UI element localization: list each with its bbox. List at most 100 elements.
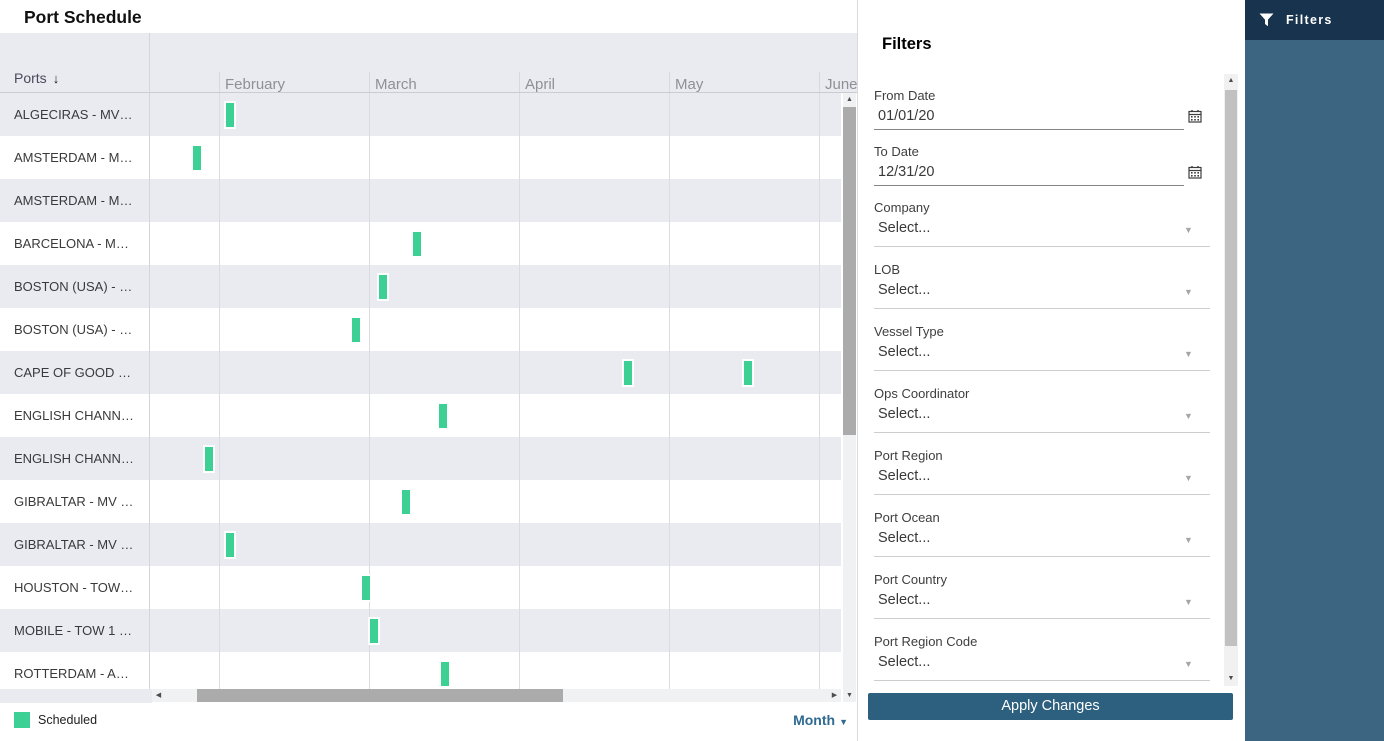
schedule-bar[interactable]: [203, 445, 215, 473]
field-underline: [874, 246, 1210, 247]
filter-label-port-region: Port Region: [874, 448, 943, 463]
sidebar-filters-tab[interactable]: Filters: [1245, 0, 1384, 40]
ports-column-header[interactable]: Ports ↓: [14, 70, 59, 86]
legend-label: Scheduled: [38, 713, 98, 727]
schedule-bar[interactable]: [742, 359, 754, 387]
port-row[interactable]: BARCELONA - M…: [0, 222, 841, 265]
port-row[interactable]: BOSTON (USA) - …: [0, 265, 841, 308]
port-row[interactable]: HOUSTON - TOW…: [0, 566, 841, 609]
scroll-up-icon[interactable]: ▲: [843, 93, 856, 106]
month-gridline: [519, 72, 520, 93]
filter-label-vessel-type: Vessel Type: [874, 324, 944, 339]
port-row[interactable]: ROTTERDAM - A…: [0, 652, 841, 689]
field-underline: [874, 556, 1210, 557]
filters-scrollbar-thumb[interactable]: [1225, 90, 1237, 646]
filter-field-lob[interactable]: Select...: [878, 282, 931, 298]
filter-field-port-region[interactable]: Select...: [878, 468, 931, 484]
port-row[interactable]: MOBILE - TOW 1 …: [0, 609, 841, 652]
month-header-february: February: [225, 76, 286, 93]
port-label: ENGLISH CHANN…: [14, 451, 134, 466]
chevron-down-icon: ▼: [1184, 535, 1193, 545]
scroll-down-icon[interactable]: ▼: [843, 689, 856, 702]
interval-label: Month: [793, 712, 836, 728]
schedule-bar[interactable]: [439, 660, 451, 688]
port-row[interactable]: GIBRALTAR - MV …: [0, 480, 841, 523]
month-header-may: May: [675, 76, 704, 93]
chevron-down-icon: ▼: [1184, 597, 1193, 607]
calendar-icon[interactable]: [1188, 109, 1202, 128]
filter-field-port-ocean[interactable]: Select...: [878, 530, 931, 546]
filter-label-company: Company: [874, 200, 930, 215]
field-underline: [874, 185, 1184, 186]
schedule-bar[interactable]: [377, 273, 389, 301]
chevron-down-icon: ▼: [839, 717, 848, 727]
filter-field-port-region-code[interactable]: Select...: [878, 654, 931, 670]
filter-label-ops-coordinator: Ops Coordinator: [874, 386, 970, 401]
partial-row: [0, 689, 152, 703]
header-divider: [0, 92, 858, 93]
filter-field-vessel-type[interactable]: Select...: [878, 344, 931, 360]
legend-swatch-scheduled: [14, 712, 30, 728]
schedule-grid: ALGECIRAS - MV… AMSTERDAM - M… AMSTERDAM -…: [0, 93, 841, 689]
port-row[interactable]: ENGLISH CHANN…: [0, 394, 841, 437]
port-row[interactable]: AMSTERDAM - M…: [0, 136, 841, 179]
sidebar-tab-label: Filters: [1286, 13, 1333, 27]
chevron-down-icon: ▼: [1184, 287, 1193, 297]
filter-field-to-date[interactable]: 12/31/20: [878, 164, 935, 180]
schedule-bar[interactable]: [400, 488, 412, 516]
scroll-left-icon[interactable]: ◀: [152, 689, 165, 702]
month-gridline: [219, 72, 220, 93]
port-row[interactable]: AMSTERDAM - M…: [0, 179, 841, 222]
apply-changes-button[interactable]: Apply Changes: [868, 693, 1233, 720]
chevron-down-icon: ▼: [1184, 659, 1193, 669]
scroll-right-icon[interactable]: ▶: [828, 689, 841, 702]
month-header-march: March: [375, 76, 417, 93]
filter-field-company[interactable]: Select...: [878, 220, 931, 236]
filter-field-ops-coordinator[interactable]: Select...: [878, 406, 931, 422]
filter-label-port-ocean: Port Ocean: [874, 510, 940, 525]
schedule-bar[interactable]: [224, 531, 236, 559]
field-underline: [874, 618, 1210, 619]
port-row[interactable]: BOSTON (USA) - …: [0, 308, 841, 351]
vertical-scrollbar-thumb[interactable]: [843, 107, 856, 435]
port-row[interactable]: ENGLISH CHANN…: [0, 437, 841, 480]
schedule-bar[interactable]: [360, 574, 372, 602]
funnel-icon: [1259, 13, 1274, 27]
field-underline: [874, 494, 1210, 495]
port-label: MOBILE - TOW 1 …: [14, 623, 132, 638]
calendar-icon[interactable]: [1188, 165, 1202, 184]
horizontal-scrollbar-thumb[interactable]: [197, 689, 563, 702]
filter-field-port-country[interactable]: Select...: [878, 592, 931, 608]
schedule-bar[interactable]: [224, 101, 236, 129]
filter-label-from-date: From Date: [874, 88, 936, 103]
chart-vertical-scrollbar[interactable]: ▲ ▼: [843, 93, 856, 702]
chevron-down-icon: ▼: [1184, 473, 1193, 483]
schedule-bar[interactable]: [437, 402, 449, 430]
interval-dropdown[interactable]: Month ▼: [770, 712, 848, 728]
port-label: AMSTERDAM - M…: [14, 150, 133, 165]
schedule-bar[interactable]: [191, 144, 203, 172]
port-row[interactable]: CAPE OF GOOD …: [0, 351, 841, 394]
filter-label-to-date: To Date: [874, 144, 919, 159]
filter-field-from-date[interactable]: 01/01/20: [878, 108, 935, 124]
schedule-bar[interactable]: [411, 230, 423, 258]
page-title: Port Schedule: [24, 7, 142, 27]
scroll-down-icon[interactable]: ▼: [1224, 672, 1238, 685]
schedule-bar[interactable]: [368, 617, 380, 645]
port-label: HOUSTON - TOW…: [14, 580, 134, 595]
month-header-june: June: [825, 76, 858, 93]
filters-panel: Filters From Date 01/01/20 To Date 12/31/20…: [858, 0, 1244, 741]
ports-column-divider: [149, 33, 150, 703]
schedule-bar[interactable]: [350, 316, 362, 344]
scroll-up-icon[interactable]: ▲: [1224, 74, 1238, 87]
schedule-bar[interactable]: [622, 359, 634, 387]
chart-horizontal-scrollbar[interactable]: ◀ ▶: [152, 689, 841, 702]
sort-descending-icon[interactable]: ↓: [52, 71, 60, 86]
port-row[interactable]: ALGECIRAS - MV…: [0, 93, 841, 136]
right-sidebar: Filters: [1245, 0, 1384, 741]
field-underline: [874, 680, 1210, 681]
filter-label-port-country: Port Country: [874, 572, 947, 587]
port-row[interactable]: GIBRALTAR - MV …: [0, 523, 841, 566]
port-label: GIBRALTAR - MV …: [14, 537, 134, 552]
filters-scrollbar[interactable]: ▲ ▼: [1224, 74, 1238, 686]
